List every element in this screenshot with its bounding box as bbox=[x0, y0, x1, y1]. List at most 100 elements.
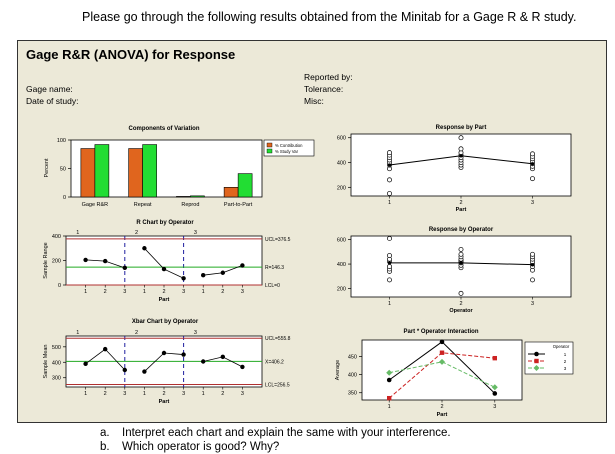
interaction-point bbox=[439, 358, 445, 365]
interaction-legend-label: 2 bbox=[564, 359, 567, 364]
xbar_chart-point bbox=[83, 361, 88, 367]
by_operator-mean-point bbox=[530, 263, 535, 267]
components-bar-studyvar bbox=[190, 195, 205, 198]
task-item: a. Interpret each chart and explain the s… bbox=[100, 427, 451, 439]
by_part-xlabel: Part bbox=[456, 207, 467, 213]
r_chart-point bbox=[181, 276, 186, 281]
xbar_chart-ucl-label: UCL=555.8 bbox=[265, 336, 291, 342]
by_operator-xtick-label: 2 bbox=[459, 301, 462, 307]
xbar_chart-lcl-label: LCL=256.5 bbox=[265, 382, 290, 388]
r_chart-xtick-label: 3 bbox=[241, 289, 244, 295]
by_part-ytick-label: 600 bbox=[337, 136, 346, 142]
interaction-legend-marker bbox=[533, 365, 540, 371]
xbar_chart-xtick-label: 3 bbox=[123, 391, 126, 397]
by_part-point bbox=[387, 150, 392, 156]
panel-title: Gage R&R (ANOVA) for Response bbox=[26, 47, 236, 62]
interaction-legend-label: 1 bbox=[564, 352, 567, 357]
by_operator-point bbox=[387, 253, 392, 258]
left-meta: Gage name: Date of study: bbox=[26, 83, 78, 107]
date-of-study-label: Date of study: bbox=[26, 96, 79, 106]
r_chart-point bbox=[201, 273, 206, 278]
r_chart-xtick-label: 3 bbox=[182, 289, 185, 295]
by_operator-mean-point bbox=[387, 261, 392, 265]
components-legend-swatch bbox=[266, 142, 273, 148]
components-bar-contribution bbox=[128, 148, 143, 198]
task-item: b. Which operator is good? Why? bbox=[100, 441, 280, 453]
by_operator-point bbox=[387, 235, 392, 241]
components-bar-studyvar bbox=[94, 144, 110, 198]
interaction-point bbox=[492, 391, 498, 396]
xbar_chart-center-label: X=406.2 bbox=[265, 359, 284, 365]
xbar_chart-operator-label: 3 bbox=[194, 330, 197, 336]
by_operator-xtick-label: 1 bbox=[388, 301, 391, 307]
by_part-xtick-label: 1 bbox=[388, 200, 391, 206]
by_part-point bbox=[458, 135, 464, 141]
by_operator-point bbox=[458, 246, 464, 252]
by_operator-ytick-label: 200 bbox=[337, 286, 346, 292]
interaction-xlabel: Part bbox=[437, 412, 448, 418]
interaction-ytick-label: 350 bbox=[348, 391, 357, 397]
xbar_chart-point bbox=[122, 367, 128, 373]
by_part-title: Response by Part bbox=[436, 125, 487, 131]
components-legend-box bbox=[263, 139, 315, 157]
by_part-point bbox=[387, 177, 392, 183]
xbar_chart-ytick-label: 400 bbox=[52, 360, 61, 366]
by_part-xtick-label: 2 bbox=[459, 200, 462, 206]
r_chart-point bbox=[103, 258, 108, 264]
r_chart-title: R Chart by Operator bbox=[136, 220, 194, 226]
by_part-point bbox=[387, 191, 392, 196]
r_chart-xtick-label: 2 bbox=[162, 289, 165, 295]
by_operator-xtick-label: 3 bbox=[531, 301, 534, 307]
xbar_chart-point bbox=[181, 352, 186, 357]
xbar_chart-xlabel: Part bbox=[159, 399, 170, 405]
components-bar-contribution bbox=[80, 148, 96, 198]
right-meta: Reported by: Tolerance: Misc: bbox=[304, 71, 353, 107]
xbar_chart-xtick-label: 1 bbox=[84, 391, 87, 397]
xbar_chart-xtick-label: 1 bbox=[143, 391, 146, 397]
xbar_chart-xtick-label: 3 bbox=[241, 391, 244, 397]
interaction-point bbox=[386, 369, 393, 376]
interaction-legend-marker bbox=[534, 351, 539, 357]
components-ytick-label: 100 bbox=[57, 138, 66, 144]
components-category-label: Reprod bbox=[181, 202, 199, 208]
xbar_chart-ylabel: Sample Mean bbox=[43, 345, 49, 379]
xbar_chart-ytick-label: 500 bbox=[52, 345, 61, 351]
interaction-point bbox=[439, 350, 445, 355]
xbar_chart-xtick-label: 3 bbox=[182, 391, 185, 397]
r_chart-xlabel: Part bbox=[159, 297, 170, 303]
r_chart-ucl-label: UCL=376.5 bbox=[265, 237, 291, 243]
xbar_chart-xtick-label: 2 bbox=[104, 391, 107, 397]
components-legend-swatch bbox=[266, 148, 273, 154]
r_chart-xtick-label: 1 bbox=[84, 289, 87, 295]
xbar_chart-xtick-label: 2 bbox=[221, 391, 224, 397]
by_part-mean-point bbox=[387, 163, 392, 167]
by_operator-title: Response by Operator bbox=[429, 227, 494, 233]
r_chart-xtick-label: 2 bbox=[104, 289, 107, 295]
by_part-xtick-label: 3 bbox=[531, 200, 534, 206]
r_chart-point bbox=[161, 266, 167, 272]
r_chart-ytick-label: 200 bbox=[52, 259, 61, 265]
r_chart-xtick-label: 1 bbox=[143, 289, 146, 295]
tolerance-label: Tolerance: bbox=[304, 84, 344, 94]
by_part-point bbox=[458, 146, 464, 152]
components-category-label: Repeat bbox=[134, 202, 152, 208]
xbar_chart-point bbox=[240, 364, 245, 370]
interaction-ytick-label: 450 bbox=[348, 354, 357, 360]
r_chart-operator-label: 2 bbox=[135, 230, 138, 236]
interaction-point bbox=[386, 377, 392, 383]
by_operator-ytick-label: 400 bbox=[337, 262, 346, 268]
r_chart-lcl-label: LCL=0 bbox=[265, 283, 280, 289]
interaction-title: Part * Operator Interaction bbox=[403, 329, 478, 335]
xbar_chart-title: Xbar Chart by Operator bbox=[132, 319, 199, 325]
components-title: Components of Variation bbox=[128, 126, 199, 132]
interaction-legend-box bbox=[524, 341, 574, 375]
interaction-xtick-label: 2 bbox=[440, 404, 443, 410]
interaction-point bbox=[492, 355, 497, 361]
r_chart-ylabel: Sample Range bbox=[43, 242, 49, 278]
xbar_chart-operator-label: 2 bbox=[135, 330, 138, 336]
question-text: Please go through the following results … bbox=[82, 10, 577, 24]
xbar_chart-ytick-label: 300 bbox=[52, 376, 61, 382]
reported-by-label: Reported by: bbox=[304, 72, 353, 82]
interaction-ylabel: Average bbox=[335, 360, 341, 380]
by_operator-point bbox=[530, 277, 535, 283]
